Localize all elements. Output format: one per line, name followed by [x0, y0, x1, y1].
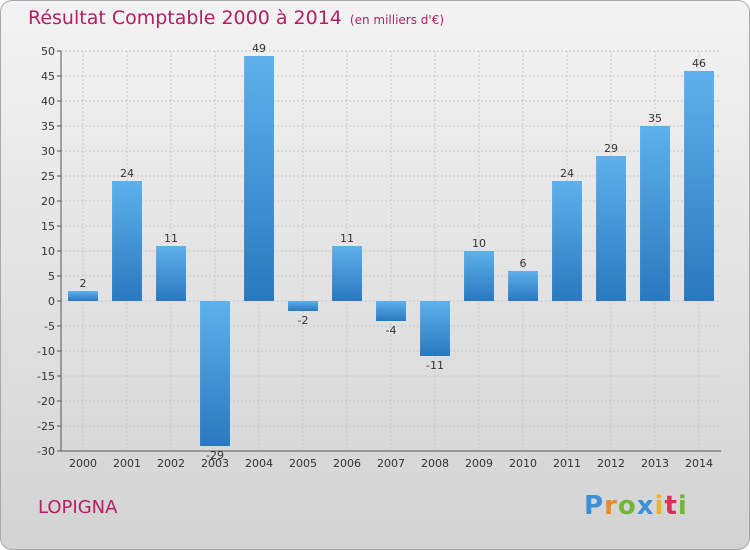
axes: 50454035302520151050-5-10-15-20-25-30200… [37, 45, 721, 470]
bars [68, 56, 714, 446]
chart-unit: (en milliers d'€) [349, 13, 445, 27]
x-tick-label: 2010 [509, 457, 537, 470]
bar [68, 291, 98, 301]
y-tick-label: 0 [48, 295, 55, 308]
data-label: 49 [252, 42, 266, 55]
y-tick-label: 50 [41, 45, 55, 58]
y-tick-label: 30 [41, 145, 55, 158]
bar [156, 246, 186, 301]
y-tick-label: -20 [37, 395, 55, 408]
data-labels: 2 24 11 -29 49 -2 11 -4 -11 10 6 24 29 35 46 [80, 42, 707, 462]
data-label: 24 [560, 167, 574, 180]
y-tick-label: 20 [41, 195, 55, 208]
x-tick-label: 2003 [201, 457, 229, 470]
data-label: 11 [164, 232, 178, 245]
data-label: 6 [520, 257, 527, 270]
data-label: 46 [692, 57, 706, 70]
x-tick-label: 2014 [685, 457, 713, 470]
y-tick-label: 10 [41, 245, 55, 258]
bar [508, 271, 538, 301]
x-tick-label: 2006 [333, 457, 361, 470]
y-tick-label: -15 [37, 370, 55, 383]
y-tick-label: -5 [44, 320, 55, 333]
x-tick-label: 2000 [69, 457, 97, 470]
y-tick-label: -10 [37, 345, 55, 358]
x-tick-label: 2007 [377, 457, 405, 470]
y-tick-label: 15 [41, 220, 55, 233]
bar [288, 301, 318, 311]
bar [464, 251, 494, 301]
bar [640, 126, 670, 301]
logo-letter: x [636, 491, 655, 521]
y-tick-label: -30 [37, 445, 55, 458]
x-tick-label: 2002 [157, 457, 185, 470]
data-label: 10 [472, 237, 486, 250]
y-tick-label: 25 [41, 170, 55, 183]
y-tick-label: 5 [48, 270, 55, 283]
logo-letter: r [604, 491, 618, 521]
data-label: 29 [604, 142, 618, 155]
logo-letter: i [677, 491, 688, 521]
logo-letter: o [617, 491, 637, 521]
data-label: -11 [426, 359, 444, 372]
bar [684, 71, 714, 301]
bar [376, 301, 406, 321]
x-tick-label: 2009 [465, 457, 493, 470]
y-tick-label: -25 [37, 420, 55, 433]
bar [332, 246, 362, 301]
y-tick-label: 35 [41, 120, 55, 133]
data-label: -4 [386, 324, 397, 337]
data-label: -2 [298, 314, 309, 327]
chart-title: Résultat Comptable 2000 à 2014 (en millie… [28, 7, 444, 29]
x-tick-label: 2005 [289, 457, 317, 470]
y-tick-label: 40 [41, 95, 55, 108]
proxiti-logo: Proxiti [584, 491, 688, 521]
logo-letter: i [654, 491, 665, 521]
x-tick-label: 2004 [245, 457, 273, 470]
bar [112, 181, 142, 301]
data-label: 35 [648, 112, 662, 125]
x-tick-label: 2012 [597, 457, 625, 470]
data-label: 2 [80, 277, 87, 290]
bar [200, 301, 230, 446]
gridlines [61, 50, 721, 452]
x-tick-label: 2008 [421, 457, 449, 470]
x-tick-label: 2011 [553, 457, 581, 470]
data-label: 11 [340, 232, 354, 245]
data-label: 24 [120, 167, 134, 180]
x-tick-label: 2001 [113, 457, 141, 470]
bar [552, 181, 582, 301]
bar [596, 156, 626, 301]
chart-title-text: Résultat Comptable 2000 à 2014 [28, 7, 342, 29]
bar [420, 301, 450, 356]
y-tick-label: 45 [41, 70, 55, 83]
location-name: LOPIGNA [38, 497, 118, 518]
logo-letter: P [584, 491, 605, 521]
x-tick-label: 2013 [641, 457, 669, 470]
logo-letter: t [664, 491, 678, 521]
bar [244, 56, 274, 301]
data-label: -29 [206, 449, 224, 462]
